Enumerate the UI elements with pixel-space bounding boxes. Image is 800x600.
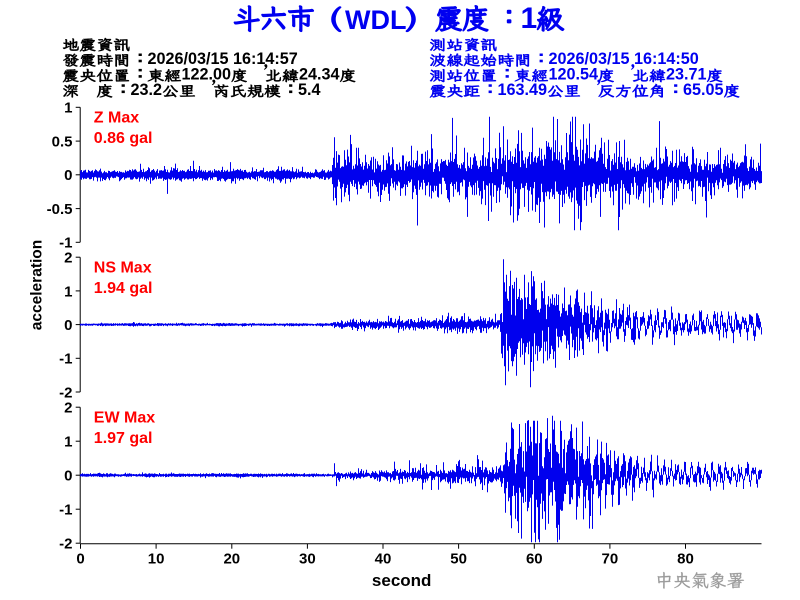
svg-text:-1: -1 — [59, 235, 72, 252]
svg-text:24.34: 24.34 — [299, 66, 340, 84]
svg-text:0: 0 — [64, 468, 72, 485]
svg-text:20: 20 — [223, 550, 240, 567]
svg-text:2026/03/15 16:14:50: 2026/03/15 16:14:50 — [549, 50, 699, 68]
svg-text:2: 2 — [64, 400, 72, 417]
svg-text:40: 40 — [375, 550, 392, 567]
svg-text:-0.5: -0.5 — [47, 201, 73, 218]
svg-text:120.54: 120.54 — [549, 66, 599, 84]
svg-text:1.97 gal: 1.97 gal — [94, 430, 153, 447]
svg-text:0.5: 0.5 — [52, 134, 73, 151]
svg-text:122.00: 122.00 — [182, 66, 232, 84]
svg-text:0: 0 — [76, 550, 84, 567]
svg-text:WDL: WDL — [345, 5, 406, 35]
svg-text:-2: -2 — [59, 384, 72, 401]
svg-text:65.05: 65.05 — [683, 81, 724, 99]
svg-text:second: second — [372, 571, 432, 590]
svg-text:23.2: 23.2 — [131, 81, 163, 99]
svg-text:2: 2 — [64, 250, 72, 267]
svg-text:10: 10 — [148, 550, 165, 567]
svg-text:70: 70 — [602, 550, 619, 567]
svg-text:-2: -2 — [59, 536, 72, 553]
svg-text:-1: -1 — [59, 502, 72, 519]
svg-text:Z Max: Z Max — [94, 110, 139, 127]
svg-text:50: 50 — [450, 550, 467, 567]
svg-text:23.71: 23.71 — [666, 66, 707, 84]
svg-text:163.49: 163.49 — [498, 81, 548, 99]
svg-text:1: 1 — [521, 2, 538, 35]
svg-text:0: 0 — [64, 317, 72, 334]
svg-text:0.86 gal: 0.86 gal — [94, 130, 153, 147]
svg-text:NS Max: NS Max — [94, 260, 152, 277]
svg-text:60: 60 — [526, 550, 543, 567]
svg-text:EW Max: EW Max — [94, 410, 155, 427]
svg-text:1: 1 — [64, 283, 72, 300]
svg-text:1: 1 — [64, 100, 72, 117]
svg-text:acceleration: acceleration — [29, 240, 46, 330]
svg-text:5.4: 5.4 — [298, 81, 321, 99]
svg-text:30: 30 — [299, 550, 316, 567]
svg-text:80: 80 — [677, 550, 694, 567]
svg-text:-1: -1 — [59, 351, 72, 368]
svg-text:2026/03/15 16:14:57: 2026/03/15 16:14:57 — [148, 50, 298, 68]
svg-text:1.94 gal: 1.94 gal — [94, 280, 153, 297]
svg-text:0: 0 — [64, 167, 72, 184]
svg-text:1: 1 — [64, 434, 72, 451]
